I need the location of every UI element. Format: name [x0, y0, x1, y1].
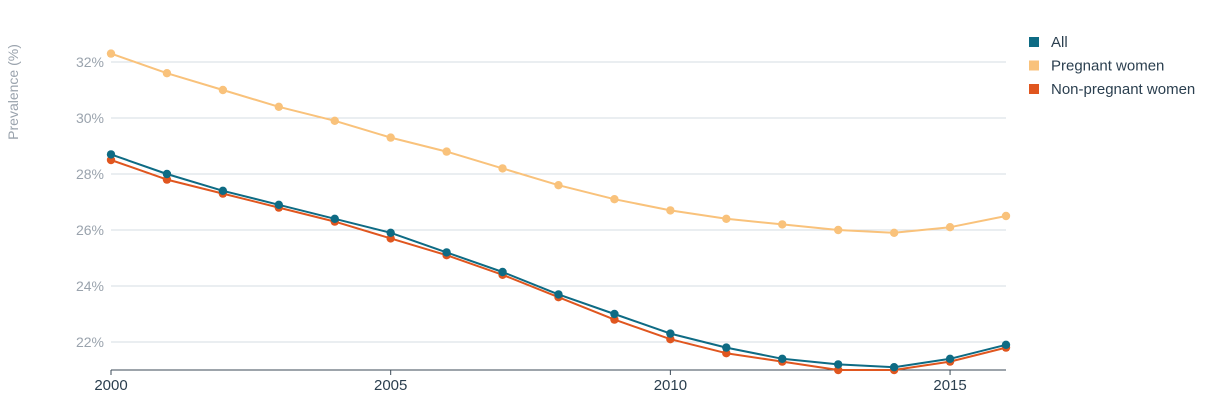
data-point [1001, 340, 1011, 349]
y-tick-label: 26% [76, 222, 104, 238]
data-point [778, 354, 787, 363]
data-point [1001, 211, 1011, 221]
data-point [498, 267, 507, 277]
data-point [722, 214, 731, 223]
data-point [330, 214, 339, 223]
legend-swatch [1029, 37, 1039, 47]
y-axis-title: Prevalence (%) [5, 44, 21, 140]
data-point [218, 186, 228, 195]
legend-label: All [1051, 34, 1068, 51]
data-point [218, 85, 228, 95]
series-pregnant-women [106, 49, 1011, 237]
y-tick-label: 32% [76, 54, 104, 70]
x-tick-label: 2005 [374, 377, 407, 394]
x-tick-label: 2015 [933, 377, 966, 394]
series-line [110, 52, 1007, 234]
data-point [722, 343, 731, 352]
data-point [274, 200, 284, 209]
legend-swatch [1029, 84, 1039, 94]
data-point [945, 223, 955, 232]
series-all [106, 150, 1011, 372]
series-lines [106, 49, 1011, 375]
x-tick-label: 2010 [654, 377, 687, 394]
y-tick-label: 28% [76, 166, 104, 182]
axes: 22% 24% 26% 28% 30% 32% 2000 2005 2010 2015 [76, 54, 1006, 394]
data-point [889, 363, 899, 372]
data-point [274, 102, 284, 112]
data-point [833, 360, 843, 369]
data-point [945, 354, 955, 363]
data-point [106, 150, 116, 159]
y-tick-label: 30% [76, 110, 104, 126]
data-point [610, 195, 619, 204]
data-point [386, 133, 395, 142]
x-tick-label: 2000 [94, 377, 127, 394]
legend: All Pregnant women Non-pregnant women [1029, 34, 1195, 98]
data-point [778, 220, 787, 229]
data-point [833, 225, 843, 235]
data-point [162, 169, 172, 179]
legend-swatch [1029, 60, 1039, 71]
data-point [889, 228, 899, 237]
data-point [666, 206, 675, 215]
y-tick-label: 24% [76, 278, 104, 294]
data-point [386, 228, 395, 237]
gridlines [111, 61, 1006, 343]
series-line [110, 159, 1007, 371]
legend-label: Pregnant women [1051, 58, 1164, 75]
data-point [442, 147, 451, 156]
legend-label: Non-pregnant women [1051, 81, 1195, 98]
data-point [610, 309, 619, 319]
y-tick-label: 22% [76, 334, 104, 350]
data-point [554, 290, 563, 299]
data-point [554, 181, 563, 190]
data-point [106, 49, 116, 58]
data-point [442, 248, 451, 257]
data-point [162, 69, 172, 78]
data-point [498, 164, 507, 173]
data-point [330, 116, 339, 126]
data-point [666, 329, 675, 338]
